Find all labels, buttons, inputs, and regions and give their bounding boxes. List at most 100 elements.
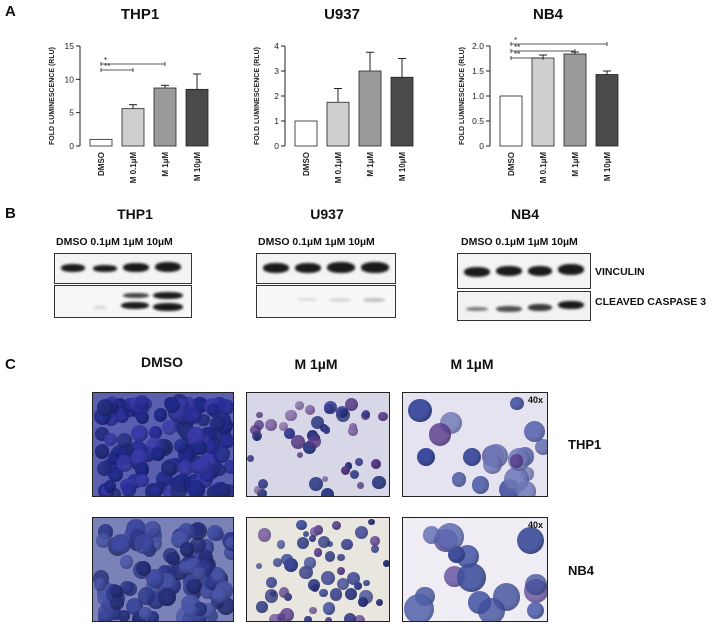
blot-label-caspase: CLEAVED CASPASE 3 <box>595 296 707 308</box>
cell-blob <box>456 563 486 592</box>
cell-blob <box>311 584 320 593</box>
cell-blob <box>177 460 194 476</box>
cell-blob <box>278 422 288 432</box>
panel-letter-c: C <box>5 356 16 373</box>
y-axis-label: FOLD LUMINESCENCE (RLU) <box>459 47 466 145</box>
cell-blob <box>284 558 299 573</box>
cell-blob <box>348 426 358 436</box>
blot-lane-headers-thp1: DMSO 0.1µM 1µM 10µM <box>56 236 173 248</box>
cell-blob <box>255 563 262 570</box>
cell-blob <box>158 588 176 606</box>
cell-blob <box>309 535 317 543</box>
bar <box>89 138 113 147</box>
cell-blob <box>408 398 432 423</box>
cell-blob <box>336 577 349 590</box>
cell-blob <box>96 399 114 416</box>
cell-blob <box>150 447 165 462</box>
cell-blob <box>269 613 281 621</box>
x-tick-label: DMSO <box>302 152 311 176</box>
micrograph-nb4-m1 <box>246 517 390 622</box>
cell-blob <box>247 454 255 463</box>
cell-blob <box>345 587 358 600</box>
cell-blob <box>273 557 282 567</box>
bar <box>326 101 350 147</box>
x-tick-label: M 0.1µM <box>334 152 343 184</box>
bar <box>390 76 414 147</box>
cell-blob <box>135 560 151 576</box>
cell-blob <box>308 435 321 449</box>
blot-caspase-nb4 <box>457 291 591 321</box>
cell-blob <box>354 582 363 591</box>
cell-blob <box>323 404 334 415</box>
cell-blob <box>358 597 369 607</box>
cell-blob <box>93 578 107 591</box>
bar <box>294 120 318 147</box>
cell-blob <box>296 519 307 530</box>
cell-blob <box>317 535 331 549</box>
y-tick-label: 0 <box>69 141 74 151</box>
y-tick-label: 15 <box>65 41 75 51</box>
y-axis-label: FOLD LUMINESCENCE (RLU) <box>254 47 261 145</box>
cell-blob <box>339 408 348 417</box>
cell-blob <box>170 482 188 496</box>
cell-blob <box>209 415 226 432</box>
cell-blob <box>184 603 198 618</box>
cell-blob <box>354 615 366 621</box>
cell-blob <box>332 520 342 530</box>
cell-blob <box>324 616 332 621</box>
blot-caspase-u937 <box>256 285 396 318</box>
y-tick-label: 0 <box>479 141 484 151</box>
y-tick-label: 3 <box>274 66 279 76</box>
cell-blob <box>130 448 148 466</box>
cell-blob <box>363 579 370 586</box>
bar <box>531 57 555 147</box>
cell-blob <box>416 447 436 467</box>
blot-lane-headers-u937: DMSO 0.1µM 1µM 10µM <box>258 236 375 248</box>
cell-blob <box>354 457 363 467</box>
cell-blob <box>344 462 353 470</box>
cell-blob <box>378 411 388 422</box>
cell-blob <box>184 406 202 424</box>
y-tick-label: 2 <box>274 91 279 101</box>
cell-blob <box>337 553 346 562</box>
cell-blob <box>120 555 134 569</box>
micro-row-label-nb4: NB4 <box>568 563 595 578</box>
cell-blob <box>372 475 386 490</box>
x-tick-label: M 0.1µM <box>539 152 548 184</box>
cell-blob <box>482 453 503 474</box>
cell-blob <box>95 532 111 548</box>
lane-label: 1µM <box>527 236 549 248</box>
cell-blob <box>321 571 335 585</box>
cell-blob <box>329 588 343 601</box>
cell-blob <box>150 486 163 496</box>
y-axis-label: FOLD LUMINESCENCE (RLU) <box>49 47 56 145</box>
lane-label: 0.1µM <box>292 236 322 248</box>
cell-blob <box>526 601 544 619</box>
blot-caspase-thp1 <box>54 285 192 318</box>
y-tick-label: 0.5 <box>472 116 484 126</box>
blot-vinculin-nb4 <box>457 253 591 289</box>
cell-blob <box>119 580 134 595</box>
blot-title-u937: U937 <box>310 206 344 222</box>
cell-blob <box>525 573 547 596</box>
cell-blob <box>144 520 162 538</box>
cell-blob <box>341 465 351 475</box>
cell-blob <box>304 404 315 415</box>
cell-blob <box>341 538 353 551</box>
cell-blob <box>125 598 143 616</box>
y-tick-label: 5 <box>69 108 74 118</box>
lane-label: 10µM <box>146 236 173 248</box>
cell-blob <box>135 410 150 425</box>
lane-label: 0.1µM <box>90 236 120 248</box>
y-tick-label: 2.0 <box>472 41 484 51</box>
blot-label-vinculin: VINCULIN <box>595 266 645 278</box>
cell-blob <box>256 601 268 613</box>
cell-blob <box>304 616 312 621</box>
cell-blob <box>134 395 149 410</box>
bar-chart-thp1: 0 5 10 15 FOLD LUMINESCENCE (RLU) DMSO M 0.1µM… <box>49 41 209 183</box>
cell-blob <box>257 479 268 490</box>
chart-title-u937: U937 <box>324 6 360 23</box>
cell-blob <box>277 612 286 621</box>
cell-blob <box>304 557 316 569</box>
lane-label: 10µM <box>551 236 578 248</box>
